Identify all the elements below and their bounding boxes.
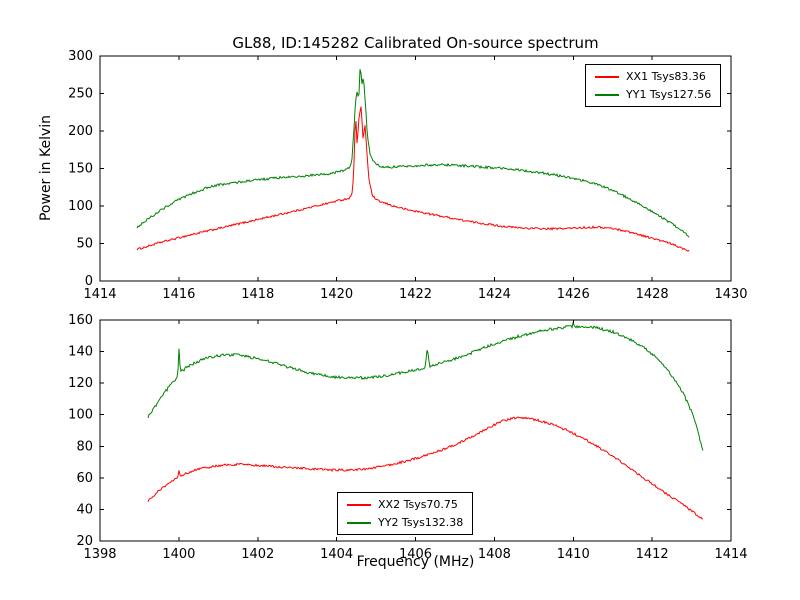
- legend-entry-yy1: YY1 Tsys127.56: [595, 88, 711, 101]
- svg-text:100: 100: [68, 199, 93, 214]
- svg-text:40: 40: [76, 502, 93, 517]
- legend-label-xx1: XX1 Tsys83.36: [626, 70, 706, 83]
- svg-text:50: 50: [76, 237, 93, 252]
- svg-text:80: 80: [76, 439, 93, 454]
- svg-text:1418: 1418: [241, 287, 274, 302]
- figure-title: GL88, ID:145282 Calibrated On-source spe…: [232, 34, 599, 52]
- svg-text:200: 200: [68, 124, 93, 139]
- svg-text:0: 0: [85, 274, 93, 289]
- svg-text:1430: 1430: [714, 287, 747, 302]
- svg-text:1414: 1414: [714, 547, 747, 562]
- svg-text:140: 140: [68, 345, 93, 360]
- svg-text:1422: 1422: [399, 287, 432, 302]
- legend-line-yy1: [595, 93, 619, 96]
- svg-text:150: 150: [68, 162, 93, 177]
- svg-text:1420: 1420: [320, 287, 353, 302]
- svg-text:160: 160: [68, 313, 93, 328]
- svg-text:1412: 1412: [636, 547, 669, 562]
- legend-label-xx2: XX2 Tsys70.75: [378, 498, 458, 511]
- legend-label-yy1: YY1 Tsys127.56: [626, 88, 712, 101]
- svg-text:300: 300: [68, 49, 93, 64]
- svg-text:20: 20: [76, 534, 93, 549]
- legend-line-yy2: [347, 521, 371, 524]
- svg-text:1410: 1410: [557, 547, 590, 562]
- legend-line-xx2: [347, 503, 371, 506]
- svg-text:100: 100: [68, 408, 93, 423]
- svg-text:250: 250: [68, 87, 93, 102]
- svg-text:1414: 1414: [83, 287, 116, 302]
- x-axis-label: Frequency (MHz): [356, 554, 475, 570]
- legend-entry-xx2: XX2 Tsys70.75: [347, 498, 463, 511]
- legend-entry-yy2: YY2 Tsys132.38: [347, 516, 463, 529]
- y-axis-label: Power in Kelvin: [38, 114, 54, 222]
- svg-text:120: 120: [68, 376, 93, 391]
- legend-entry-xx1: XX1 Tsys83.36: [595, 70, 711, 83]
- svg-text:1408: 1408: [478, 547, 511, 562]
- svg-text:1424: 1424: [478, 287, 511, 302]
- svg-text:1404: 1404: [320, 547, 353, 562]
- svg-text:1426: 1426: [557, 287, 590, 302]
- legend-top: XX1 Tsys83.36 YY1 Tsys127.56: [585, 64, 722, 107]
- svg-text:1416: 1416: [162, 287, 195, 302]
- svg-text:1398: 1398: [83, 547, 116, 562]
- svg-text:1406: 1406: [399, 547, 432, 562]
- svg-text:60: 60: [76, 471, 93, 486]
- svg-text:1400: 1400: [162, 547, 195, 562]
- legend-line-xx1: [595, 75, 619, 78]
- legend-label-yy2: YY2 Tsys132.38: [378, 516, 464, 529]
- svg-text:1428: 1428: [636, 287, 669, 302]
- svg-text:1402: 1402: [241, 547, 274, 562]
- legend-bottom: XX2 Tsys70.75 YY2 Tsys132.38: [337, 492, 474, 535]
